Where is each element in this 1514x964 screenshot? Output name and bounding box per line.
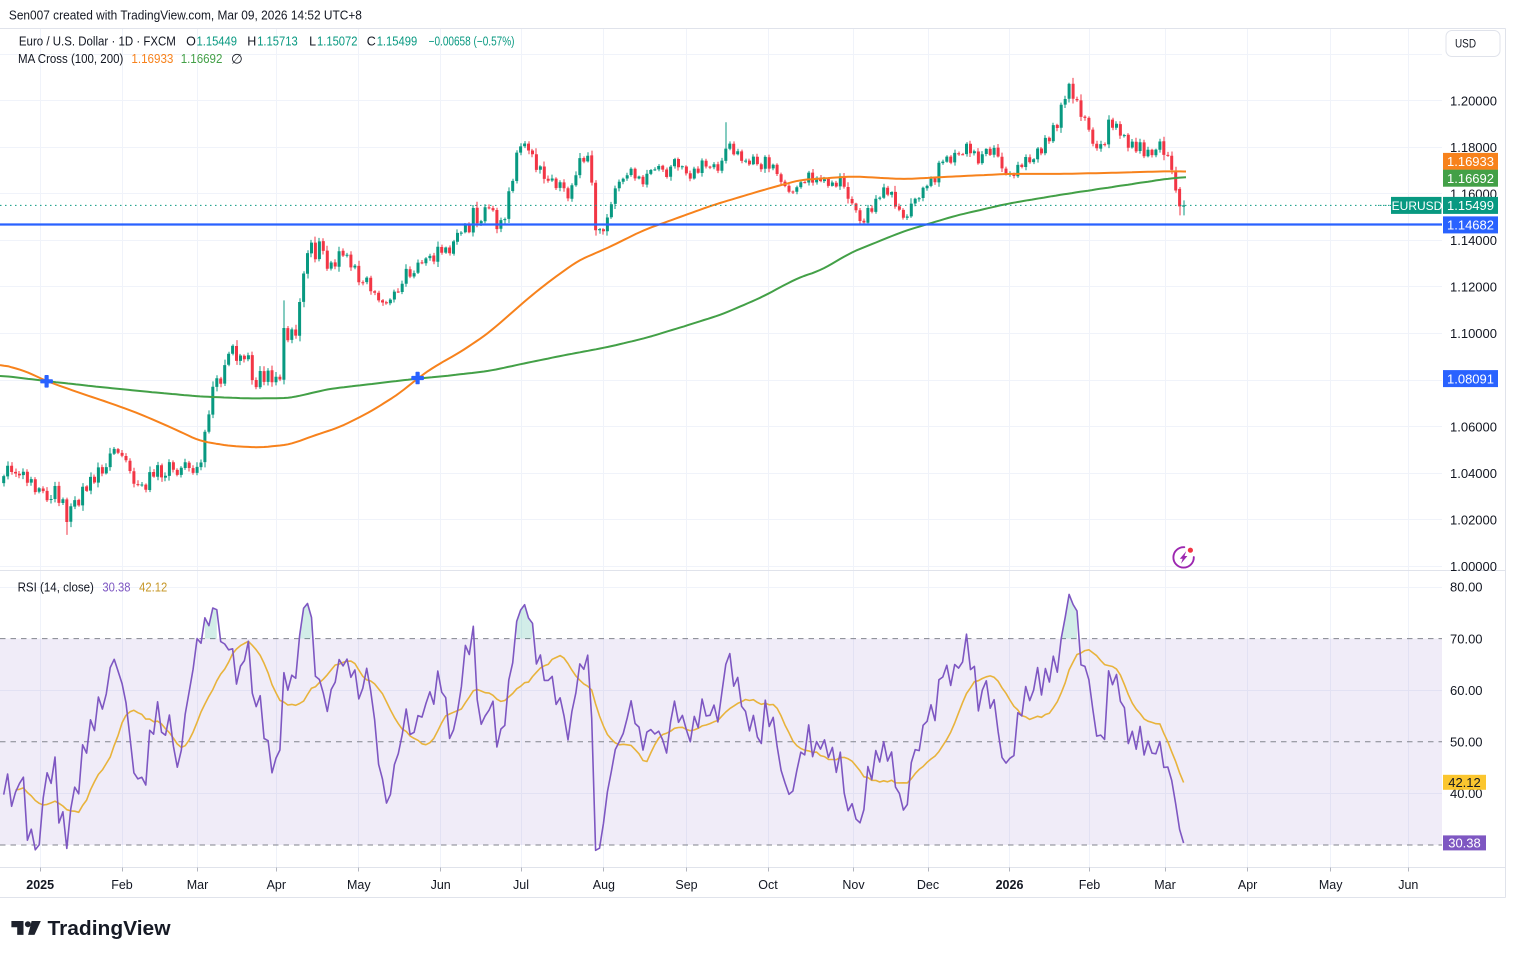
svg-text:1.18000: 1.18000 (1450, 140, 1497, 155)
svg-text:1.08091: 1.08091 (1447, 371, 1494, 386)
svg-text:−0.00658 (−0.57%): −0.00658 (−0.57%) (429, 35, 515, 49)
svg-text:EURUSD: EURUSD (1392, 199, 1443, 213)
svg-text:O: O (186, 35, 196, 49)
svg-text:Aug: Aug (593, 878, 615, 892)
svg-text:TradingView: TradingView (48, 918, 171, 940)
svg-text:30.38: 30.38 (1448, 836, 1481, 851)
svg-text:RSI (14, close): RSI (14, close) (18, 581, 94, 595)
svg-text:Euro / U.S. Dollar · 1D · FXCM: Euro / U.S. Dollar · 1D · FXCM (19, 35, 176, 49)
svg-text:H: H (247, 35, 256, 49)
svg-text:42.12: 42.12 (1448, 775, 1481, 790)
svg-text:Sep: Sep (675, 878, 697, 892)
svg-text:Jun: Jun (431, 878, 451, 892)
svg-text:L: L (309, 35, 316, 49)
svg-text:42.12: 42.12 (139, 581, 167, 595)
svg-text:1.14682: 1.14682 (1447, 218, 1494, 233)
svg-text:50.00: 50.00 (1450, 735, 1483, 750)
svg-text:40.00: 40.00 (1450, 786, 1483, 801)
svg-text:C: C (367, 35, 376, 49)
svg-text:60.00: 60.00 (1450, 683, 1483, 698)
svg-text:Apr: Apr (1238, 878, 1257, 892)
svg-text:1.06000: 1.06000 (1450, 419, 1497, 434)
svg-text:Oct: Oct (758, 878, 778, 892)
svg-text:70.00: 70.00 (1450, 631, 1483, 646)
svg-text:May: May (1319, 878, 1343, 892)
svg-text:∅: ∅ (231, 52, 243, 67)
svg-text:Feb: Feb (1079, 878, 1101, 892)
svg-text:1.15713: 1.15713 (257, 35, 298, 49)
svg-text:1.02000: 1.02000 (1450, 513, 1497, 528)
svg-text:May: May (347, 878, 371, 892)
svg-text:1.16692: 1.16692 (1447, 171, 1494, 186)
svg-text:2025: 2025 (26, 878, 54, 892)
svg-text:Apr: Apr (267, 878, 286, 892)
svg-text:1.12000: 1.12000 (1450, 280, 1497, 295)
svg-text:MA Cross (100, 200): MA Cross (100, 200) (18, 52, 123, 66)
svg-text:1.16933: 1.16933 (131, 52, 173, 66)
svg-text:1.10000: 1.10000 (1450, 326, 1497, 341)
svg-text:30.38: 30.38 (102, 581, 130, 595)
svg-text:Jun: Jun (1398, 878, 1418, 892)
svg-text:Mar: Mar (1154, 878, 1176, 892)
svg-text:Nov: Nov (842, 878, 865, 892)
svg-text:Feb: Feb (111, 878, 133, 892)
svg-text:1.20000: 1.20000 (1450, 93, 1497, 108)
svg-text:1.00000: 1.00000 (1450, 559, 1497, 574)
svg-text:2026: 2026 (996, 878, 1024, 892)
svg-text:80.00: 80.00 (1450, 580, 1483, 595)
svg-text:Dec: Dec (917, 878, 939, 892)
svg-text:1.16692: 1.16692 (181, 52, 223, 66)
svg-text:1.15499: 1.15499 (1447, 198, 1494, 213)
svg-text:1.16933: 1.16933 (1447, 154, 1494, 169)
svg-text:1.04000: 1.04000 (1450, 466, 1497, 481)
svg-text:1.15072: 1.15072 (317, 35, 358, 49)
svg-text:USD: USD (1455, 37, 1476, 51)
svg-text:1.14000: 1.14000 (1450, 233, 1497, 248)
svg-text:1.15499: 1.15499 (377, 35, 418, 49)
svg-text:Jul: Jul (513, 878, 529, 892)
svg-text:1.15449: 1.15449 (197, 35, 238, 49)
svg-text:Sen007 created with TradingVie: Sen007 created with TradingView.com, Mar… (9, 8, 362, 23)
svg-text:Mar: Mar (187, 878, 209, 892)
